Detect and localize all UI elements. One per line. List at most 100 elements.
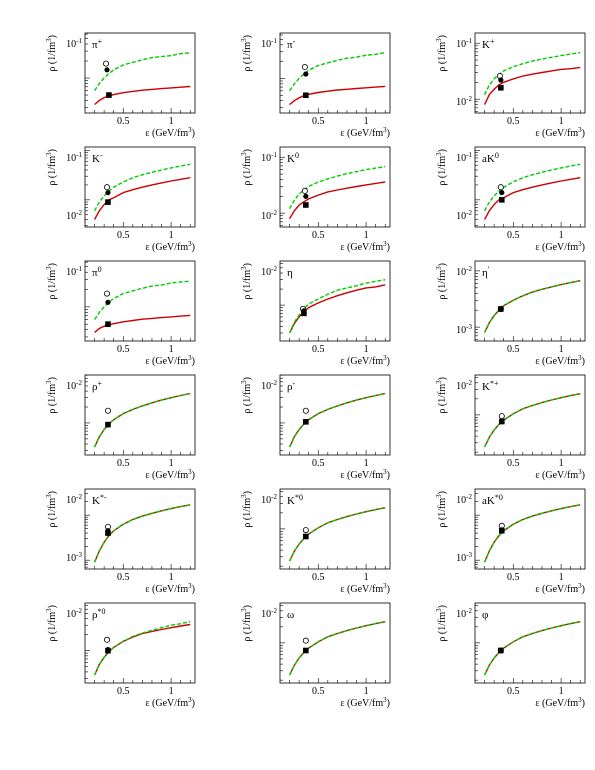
- y-axis-title: ρ (1/fm3): [435, 377, 448, 414]
- filled-square-marker: [303, 92, 309, 99]
- y-axis-title-part: 3: [435, 608, 443, 612]
- y-tick-label: 10-2: [456, 379, 472, 392]
- x-tick-label-part: 0.5: [312, 230, 325, 241]
- particle-label: π-: [287, 37, 296, 52]
- filled-square-marker: [303, 202, 309, 208]
- x-tick-label: 0.5: [507, 344, 520, 355]
- y-axis-title-part: ): [437, 491, 448, 494]
- y-axis-title-part: ρ (1/fm: [437, 270, 448, 300]
- x-axis-title: ε (GeV/fm3): [535, 354, 585, 367]
- red-solid-curve: [94, 85, 191, 106]
- y-axis-title-part: ): [242, 377, 253, 380]
- x-axis-title-part: ε (GeV/fm: [340, 128, 383, 139]
- green-dashed-curve: [288, 279, 386, 334]
- x-tick-label: 1: [364, 116, 369, 127]
- panel-1: 0.5 110-1ε (GeV/fm3)ρ (1/fm3)π+: [45, 32, 196, 139]
- x-tick-label-part: 0.5: [507, 686, 520, 697]
- y-axis-title-part: 3: [435, 152, 443, 156]
- panel-10: 0.5 110-2ε (GeV/fm3)ρ (1/fm3)ρ+: [45, 374, 196, 481]
- plot-frame: [279, 260, 391, 342]
- red-solid-curve: [93, 392, 191, 448]
- y-axis-title: ρ (1/fm3): [240, 491, 253, 528]
- y-axis-title-part: ρ (1/fm: [47, 270, 58, 300]
- y-axis-title: ρ (1/fm3): [240, 149, 253, 186]
- y-tick-label-part: -2: [271, 265, 277, 273]
- y-tick-label: 10-2: [456, 95, 472, 108]
- x-tick-label: 1: [169, 686, 174, 697]
- particle-label-part: K: [482, 39, 490, 51]
- open-circle-marker: [104, 636, 111, 643]
- y-axis-title: ρ (1/fm3): [240, 263, 253, 300]
- x-axis-title-part: ε (GeV/fm: [340, 698, 383, 709]
- x-tick-label-part: 0.5: [312, 344, 325, 355]
- x-axis-title-part: 3: [383, 240, 387, 248]
- y-axis-title-part: ρ (1/fm: [242, 498, 253, 528]
- x-tick-label-part: 1: [559, 572, 564, 583]
- x-tick-label-part: 1: [559, 686, 564, 697]
- red-solid-curve: [483, 66, 581, 105]
- x-axis-title-part: ): [582, 584, 585, 595]
- particle-label-part: π: [92, 267, 98, 279]
- x-tick-label: 0.5: [117, 230, 130, 241]
- x-tick-label: 1: [364, 686, 369, 697]
- particle-label-part: *0: [98, 607, 106, 616]
- y-tick-label-part: -3: [466, 551, 472, 559]
- x-tick-label-part: 1: [559, 230, 564, 241]
- x-axis-title: ε (GeV/fm3): [145, 582, 195, 595]
- y-axis-title-part: ): [242, 605, 253, 608]
- x-tick-label-part: 0.5: [507, 230, 520, 241]
- x-tick-label-part: 0.5: [117, 458, 130, 469]
- green-dashed-curve: [289, 51, 386, 92]
- plot-frame: [84, 146, 196, 228]
- x-tick-label-part: 1: [559, 458, 564, 469]
- y-tick-label-part: 10: [261, 211, 271, 222]
- y-tick-label-part: -2: [76, 607, 82, 615]
- x-axis-title-part: ): [387, 470, 390, 481]
- particle-label-part: K: [287, 153, 295, 165]
- y-axis-title-part: 3: [435, 266, 443, 270]
- x-tick-label-part: 0.5: [507, 116, 520, 127]
- y-tick-label: 10-2: [456, 607, 472, 620]
- x-axis-title-part: ε (GeV/fm: [535, 242, 578, 253]
- y-tick-label: 10-2: [261, 607, 277, 620]
- x-tick-label: 0.5: [312, 572, 325, 583]
- y-axis-title-part: 3: [240, 608, 248, 612]
- red-solid-curve: [483, 177, 581, 220]
- particle-label-part: *+: [490, 379, 499, 388]
- y-axis-title-part: 3: [435, 380, 443, 384]
- particle-label: ρ*0: [92, 607, 106, 622]
- y-axis-title-part: ): [437, 377, 448, 380]
- x-tick-label-part: 1: [169, 344, 174, 355]
- y-axis-title: ρ (1/fm3): [435, 263, 448, 300]
- green-dashed-curve: [288, 621, 386, 676]
- x-tick-label: 0.5: [312, 230, 325, 241]
- green-dashed-curve: [94, 52, 191, 91]
- particle-label: K0: [287, 151, 299, 166]
- panel-2: 0.5 110-1ε (GeV/fm3)ρ (1/fm3)π-: [240, 32, 391, 139]
- y-axis-title-part: ): [47, 491, 58, 494]
- y-axis-title-part: 3: [45, 494, 53, 498]
- x-axis-title-part: 3: [188, 696, 192, 704]
- y-tick-label-part: 10: [66, 381, 76, 392]
- y-tick-label-part: -2: [76, 493, 82, 501]
- particle-label-part: π: [287, 39, 293, 51]
- y-tick-label: 10-2: [456, 265, 472, 278]
- x-tick-label-part: 1: [364, 344, 369, 355]
- plot-frame: [474, 146, 586, 228]
- x-tick-label: 0.5: [117, 686, 130, 697]
- y-axis-title-part: ): [47, 377, 58, 380]
- filled-square-marker: [105, 530, 111, 536]
- y-tick-label-part: -2: [466, 493, 472, 501]
- y-tick-label-part: -2: [466, 95, 472, 103]
- panel-17: 0.5 110-2ε (GeV/fm3)ρ (1/fm3)ω: [240, 602, 391, 709]
- y-tick-label-part: 10: [66, 39, 76, 50]
- particle-label: K-: [92, 151, 103, 166]
- y-axis-title-part: ρ (1/fm: [242, 384, 253, 414]
- y-tick-label-part: 10: [456, 39, 466, 50]
- particle-label-part: *-: [100, 493, 107, 502]
- y-tick-label-part: -2: [76, 379, 82, 387]
- y-tick-label-part: 10: [456, 381, 466, 392]
- filled-square-marker: [303, 533, 309, 540]
- filled-square-marker: [303, 419, 309, 425]
- x-axis-title-part: ): [582, 356, 585, 367]
